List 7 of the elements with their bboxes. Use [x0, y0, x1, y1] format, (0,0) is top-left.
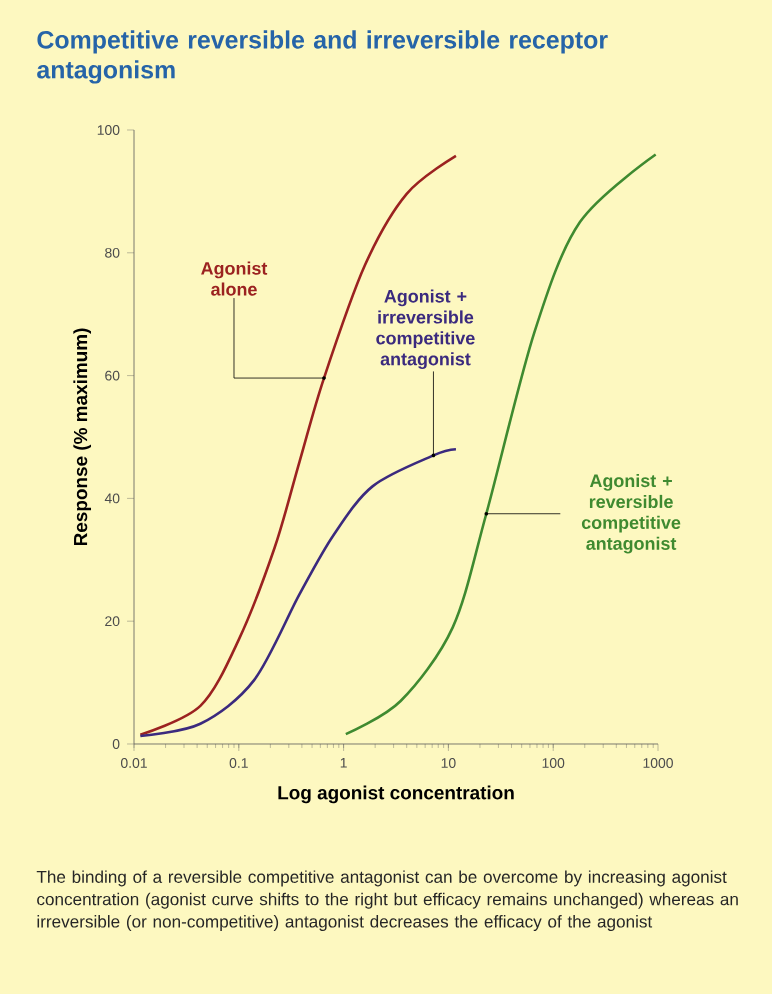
annotation: Agonist + irreversible competitive antagonist — [376, 289, 475, 370]
annotation: Agonist + reversible competitive antagonist — [581, 473, 681, 554]
chart-title: Competitive reversible and irreversible receptor antagonism — [37, 30, 608, 84]
text: The binding of a reversible competitive antagonist can be overcome by increasing agonist concentration (agonist curve shifts to the right but efficacy remains unchanged) whereas an irreversible (or non-competitive) antagonist decreases the efficacy of the agonist — [36, 870, 738, 932]
x-axis-title: Log agonist concentration — [278, 785, 514, 804]
y-axis-title: Response (% maximum) — [73, 328, 92, 546]
annotation: Agonist alone — [201, 261, 268, 296]
